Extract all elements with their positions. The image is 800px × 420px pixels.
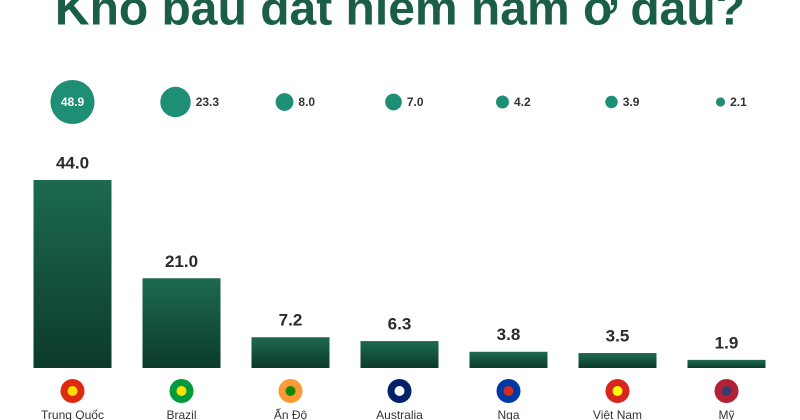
bubble-value-label: 23.3 — [196, 95, 220, 109]
bar-value-label: 1.9 — [715, 333, 739, 352]
flag-detail — [721, 386, 732, 396]
bar — [33, 180, 112, 368]
flag-detail — [176, 386, 187, 396]
bubble — [275, 93, 294, 111]
flag-detail — [394, 386, 405, 396]
bar-value-label: 3.8 — [497, 325, 521, 344]
bubble — [385, 93, 402, 111]
bubble — [715, 97, 726, 107]
bubble-value-label: 3.9 — [623, 95, 640, 109]
flag-detail — [67, 386, 78, 396]
bubble-value-label: 4.2 — [514, 95, 531, 109]
bubble — [160, 86, 191, 118]
bubble — [605, 95, 618, 109]
bubble-value-label: 2.1 — [730, 95, 747, 109]
bar-value-label: 6.3 — [388, 315, 412, 334]
bar-value-label: 7.2 — [279, 311, 303, 330]
bubble-value-label: 48.9 — [61, 95, 85, 109]
flag-detail — [285, 386, 296, 396]
bar — [142, 278, 221, 368]
x-tick-label: Mỹ — [719, 408, 735, 420]
bar — [360, 341, 439, 368]
x-tick-label: Trung Quốc — [41, 408, 104, 420]
bubble-value-label: 7.0 — [407, 95, 424, 109]
bubble — [50, 79, 95, 125]
bubble — [496, 95, 509, 109]
x-tick-label: Việt Nam — [593, 408, 642, 420]
x-tick-label: Brazil — [166, 408, 196, 420]
x-tick-label: Australia — [376, 408, 423, 420]
bar-value-label: 21.0 — [165, 252, 198, 271]
x-tick-label: Ấn Độ — [274, 407, 308, 420]
flag-detail — [612, 386, 623, 396]
bar — [469, 351, 548, 368]
bubble-value-label: 8.0 — [298, 95, 315, 109]
bar — [687, 359, 766, 368]
chart-title: Kho báu đất hiếm nằm ở đâu? — [55, 0, 745, 36]
bar-value-label: 44.0 — [56, 153, 89, 172]
bar-value-label: 3.5 — [606, 327, 630, 346]
bar — [578, 353, 657, 368]
bar — [251, 337, 330, 368]
flag-detail — [503, 386, 514, 396]
x-tick-label: Nga — [497, 408, 519, 420]
